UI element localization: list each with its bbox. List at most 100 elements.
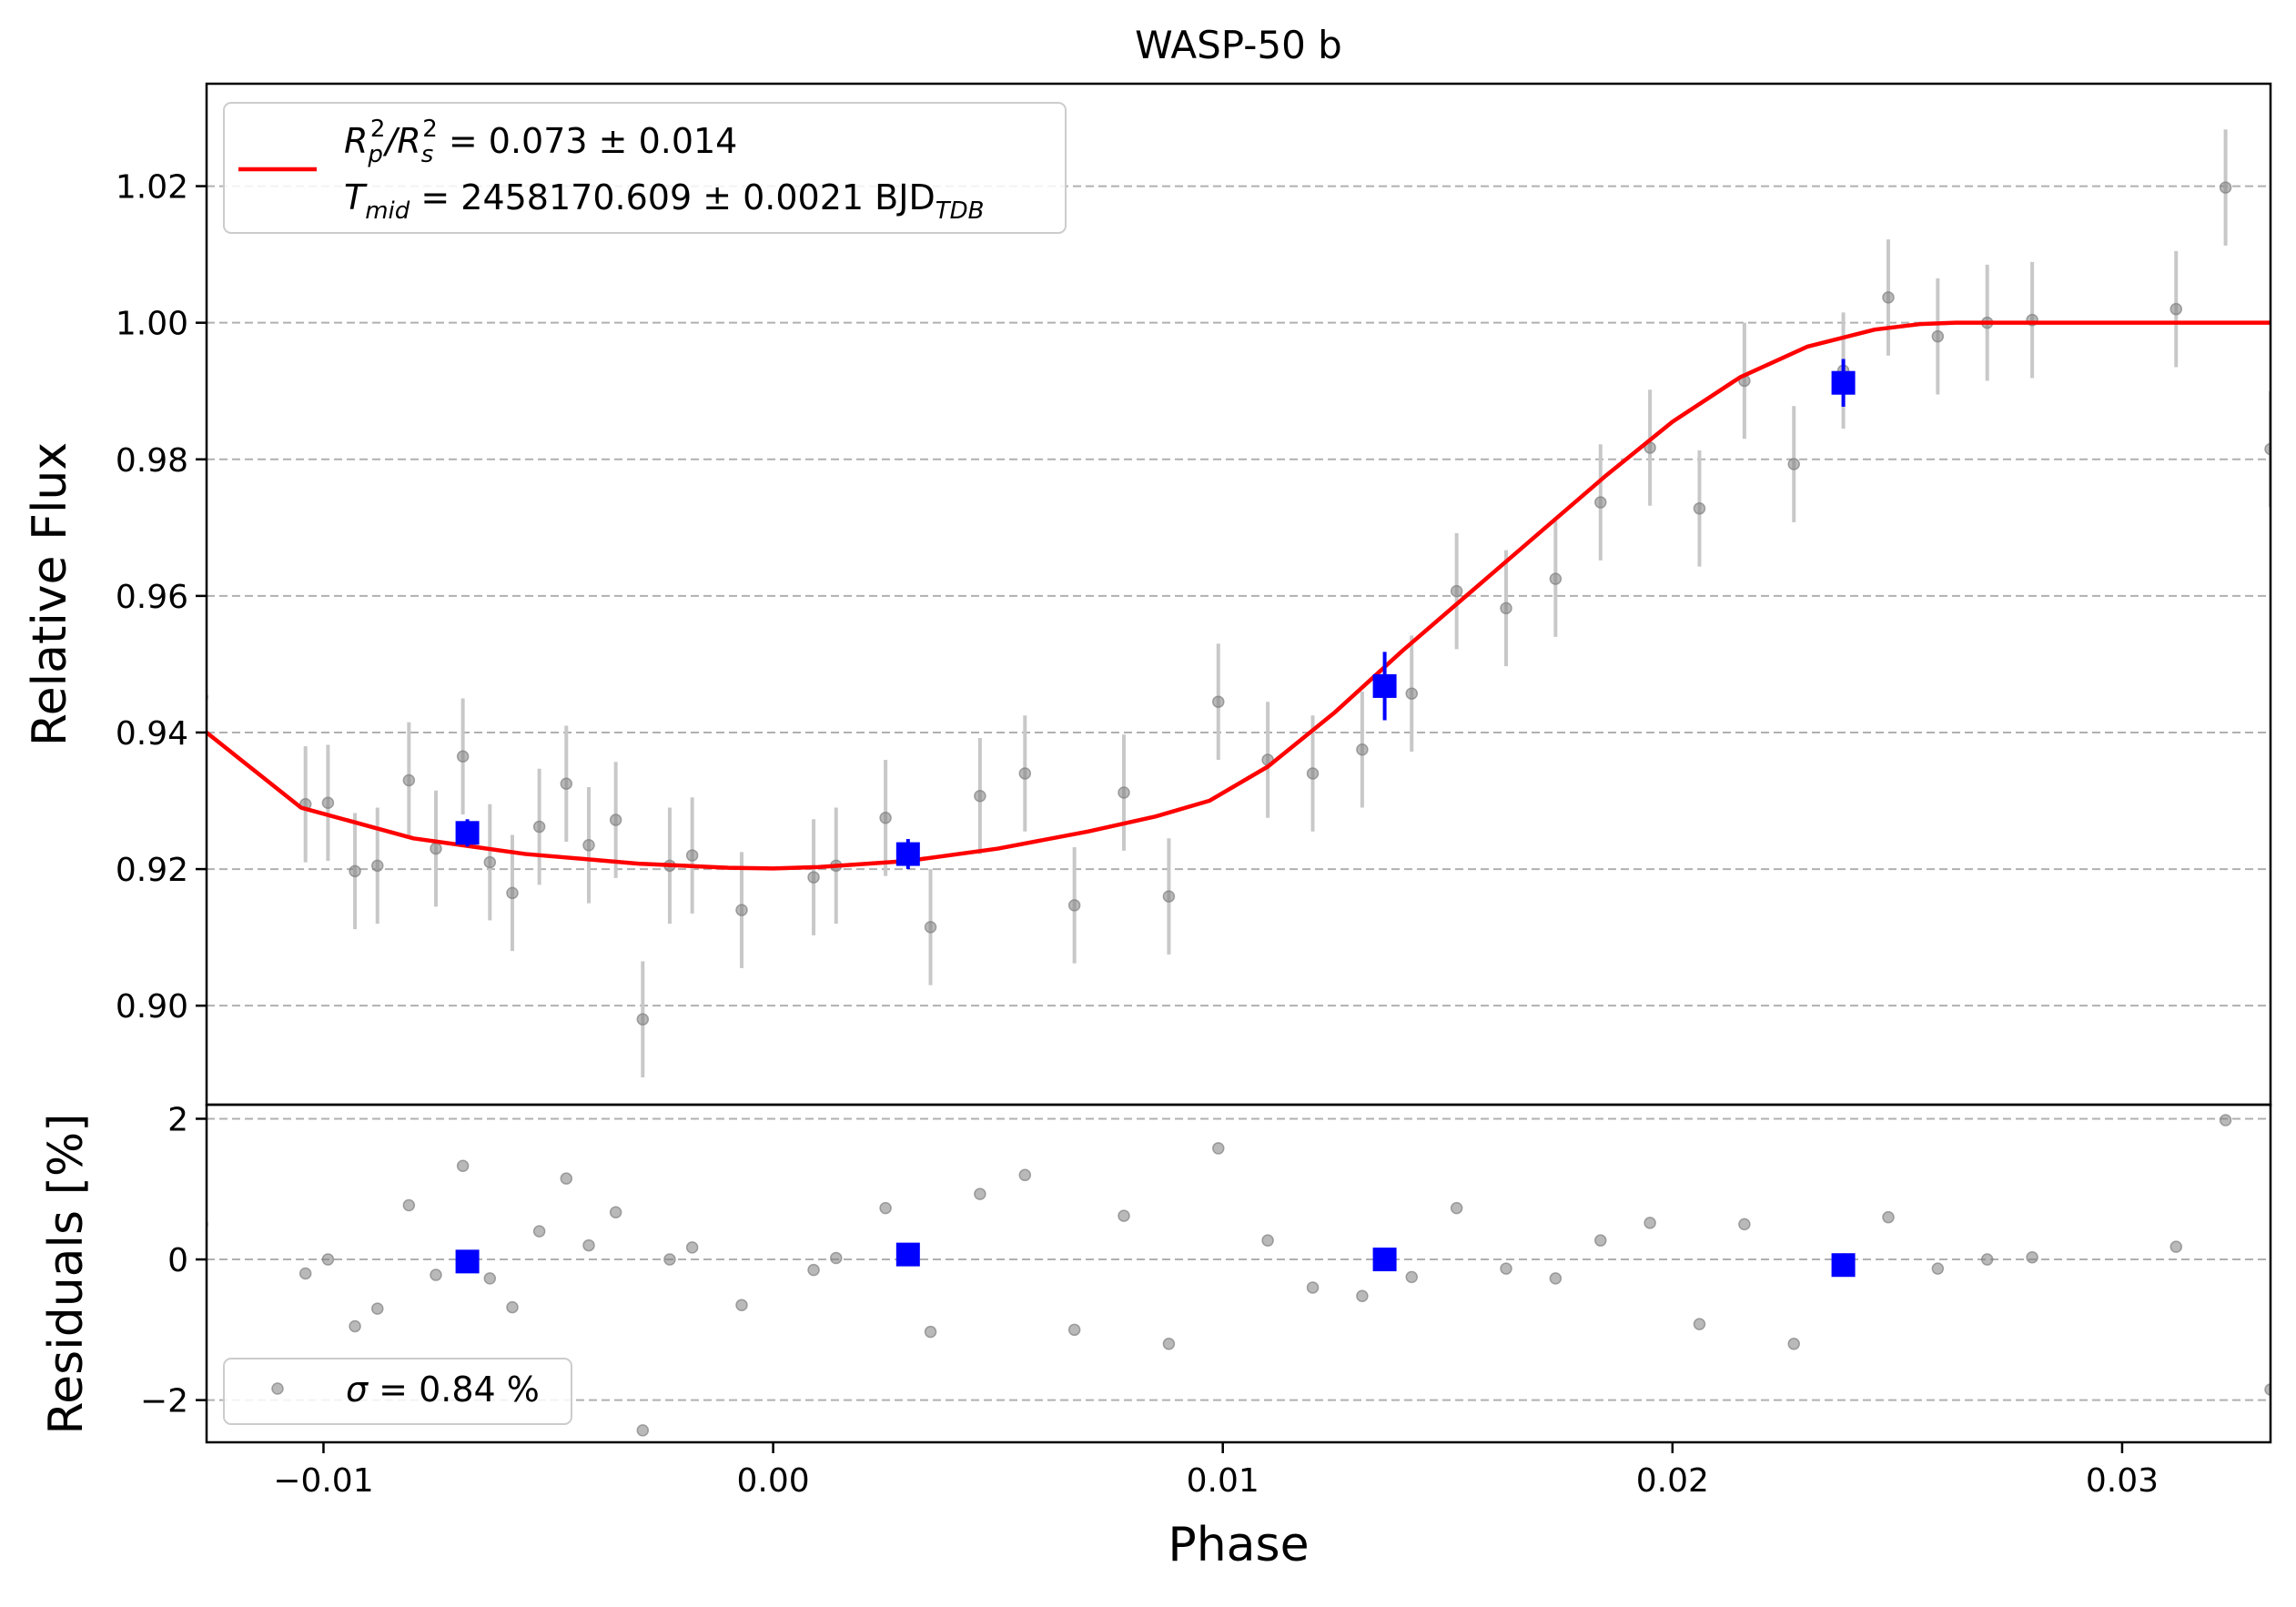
axes-frames: [205, 82, 2272, 1444]
residual-point: [321, 1253, 335, 1266]
chart-title: WASP-50 b: [1135, 23, 1342, 67]
residual-point: [506, 1300, 519, 1314]
residual-point: [685, 1241, 699, 1254]
y-axis-label-main: Relative Flux: [23, 442, 77, 746]
residual-point: [430, 1268, 442, 1281]
data-point: [879, 812, 892, 824]
data-point: [1018, 767, 1032, 780]
data-point: [402, 773, 416, 787]
residual-point: [1693, 1318, 1706, 1330]
x-tick-label: −0.01: [273, 1462, 373, 1500]
residual-point: [582, 1238, 595, 1252]
residual-point: [1980, 1253, 1994, 1266]
data-point: [609, 814, 622, 826]
data-point: [1450, 584, 1463, 598]
residual-point: [1787, 1338, 1800, 1350]
residual-point: [532, 1225, 546, 1238]
residual-plot-area: [207, 1114, 2271, 1437]
data-point: [1549, 572, 1563, 585]
data-point: [560, 777, 573, 791]
y-tick-label-residual: −2: [140, 1383, 188, 1420]
binned-point: [1372, 673, 1397, 698]
data-point: [2219, 181, 2232, 194]
binned-point: [1831, 370, 1856, 395]
residual-point: [879, 1201, 892, 1215]
data-point: [685, 849, 699, 862]
legend-sigma-label: σ = 0.84 %: [346, 1369, 540, 1410]
residual-point: [2264, 1383, 2271, 1396]
data-point: [483, 855, 497, 869]
residual-point: [1594, 1234, 1607, 1247]
residual-point: [1306, 1281, 1320, 1294]
residual-point: [807, 1263, 820, 1277]
data-point: [1118, 786, 1130, 799]
y-tick-label-residual: 0: [167, 1242, 188, 1279]
residual-point: [609, 1206, 622, 1219]
x-tick-label: 0.01: [1187, 1462, 1259, 1500]
data-point: [636, 1013, 650, 1026]
data-point: [1693, 502, 1706, 515]
y-axis-label-residuals: Residuals [%]: [39, 1113, 94, 1434]
binned-residual-point: [455, 1249, 480, 1274]
main-plot-area: [207, 129, 2271, 1077]
data-point: [349, 864, 361, 878]
residual-point: [1450, 1201, 1463, 1215]
residual-point: [371, 1302, 384, 1315]
data-point: [1882, 291, 1895, 304]
residual-point: [663, 1253, 676, 1266]
data-point: [371, 859, 384, 873]
legend-residuals: σ = 0.84 %: [223, 1358, 572, 1425]
data-point: [1212, 695, 1225, 708]
legend-main: Rp2/Rs2 = 0.073 ± 0.014 Tmid = 2458170.6…: [223, 102, 1067, 234]
residual-point: [1500, 1262, 1512, 1275]
residual-point: [636, 1424, 650, 1437]
residual-point: [1549, 1272, 1563, 1285]
data-point: [1500, 601, 1512, 615]
y-tick-label-main: 0.92: [116, 852, 188, 889]
data-point: [1356, 743, 1369, 756]
residual-point: [974, 1188, 986, 1200]
x-tick-label: 0.00: [737, 1462, 810, 1500]
data-point: [974, 790, 986, 803]
data-point: [1594, 496, 1607, 509]
residual-point: [924, 1325, 937, 1339]
residual-point: [1261, 1234, 1274, 1247]
residual-point: [1356, 1289, 1369, 1302]
residual-point: [560, 1172, 573, 1185]
data-point: [924, 921, 937, 934]
residual-point: [2026, 1250, 2038, 1264]
data-point: [506, 886, 519, 900]
binned-residual-point: [1831, 1253, 1856, 1278]
data-point: [1931, 329, 1945, 343]
tick-marks-and-labels: 0.90 0.92 0.94 0.96 0.98 1.00 1.02 −2 0 2 −0.01 0.0…: [116, 169, 2159, 1500]
binned-point: [455, 821, 480, 845]
y-tick-label-main: 0.90: [116, 988, 188, 1026]
data-point: [1162, 890, 1176, 903]
legend-model-label-line1: Rp2/Rs2 = 0.073 ± 0.014: [344, 116, 737, 168]
y-tick-label-main: 0.98: [116, 442, 188, 480]
residual-point: [1212, 1142, 1225, 1155]
residual-point: [1405, 1270, 1418, 1284]
residual-point: [298, 1267, 312, 1280]
data-point: [735, 904, 748, 916]
legend-model-label-line2: Tmid = 2458170.609 ± 0.0021 BJDTDB: [344, 177, 984, 225]
residual-point: [1067, 1323, 1081, 1337]
data-point: [2170, 302, 2182, 316]
data-point: [430, 842, 442, 855]
data-point: [1787, 458, 1800, 470]
binned-residual-point: [895, 1242, 920, 1267]
data-point: [456, 750, 470, 763]
data-point: [1067, 899, 1081, 912]
residual-point: [2219, 1114, 2232, 1127]
model-curve: [207, 320, 2271, 871]
data-point: [807, 871, 820, 884]
data-point: [582, 839, 595, 852]
residual-point: [2170, 1240, 2182, 1253]
residual-point: [483, 1272, 497, 1285]
data-point: [532, 820, 546, 834]
residual-point: [1162, 1338, 1176, 1350]
x-tick-label: 0.02: [1636, 1462, 1709, 1500]
residual-point: [1018, 1168, 1032, 1182]
